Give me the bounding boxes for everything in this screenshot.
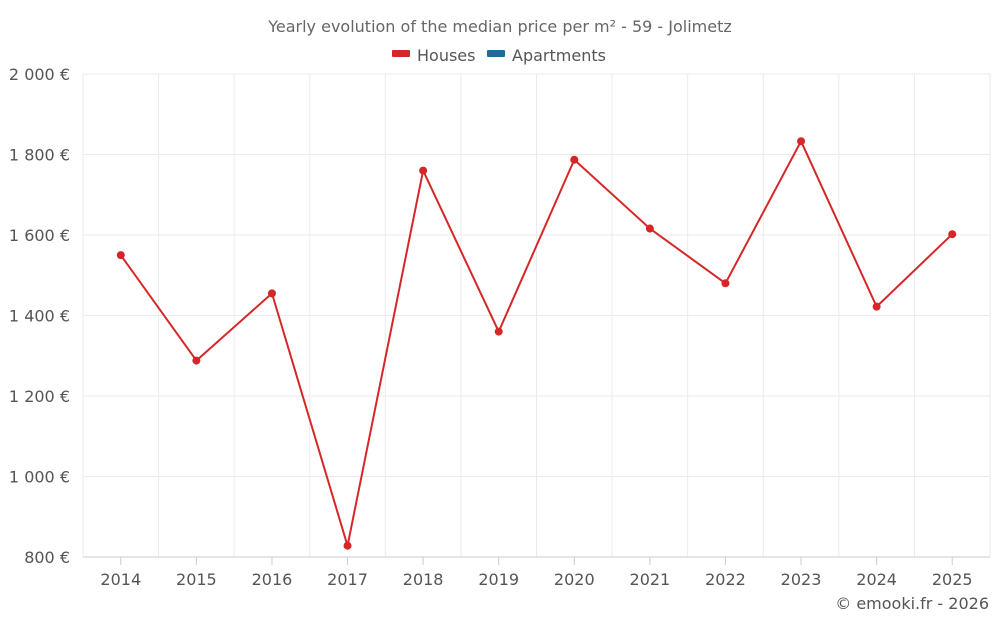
data-point-houses[interactable]: [116, 251, 125, 260]
y-tick-label: 1 600 €: [9, 226, 70, 245]
data-point-houses[interactable]: [948, 230, 957, 239]
x-tick-label: 2014: [100, 570, 141, 589]
x-axis-ticks: 2014 2015 2016 2017 2018 2019 2020 2021 2022 2023…: [100, 557, 973, 589]
x-gridlines: [82, 74, 991, 557]
data-point-houses[interactable]: [494, 327, 503, 336]
x-tick-label: 2025: [932, 570, 973, 589]
series-line-houses: [119, 140, 953, 547]
x-tick-label: 2018: [403, 570, 444, 589]
x-tick-label: 2017: [327, 570, 368, 589]
legend-swatch-houses: [392, 50, 410, 57]
legend-swatch-apartments: [487, 50, 505, 57]
y-tick-label: 2 000 €: [9, 65, 70, 84]
x-tick-label: 2021: [630, 570, 671, 589]
y-tick-label: 800 €: [24, 548, 70, 567]
x-tick-label: 2024: [856, 570, 897, 589]
data-point-houses[interactable]: [570, 155, 579, 164]
legend-item-houses[interactable]: Houses: [392, 46, 475, 65]
x-tick-label: 2016: [252, 570, 293, 589]
y-tick-label: 1 200 €: [9, 387, 70, 406]
data-point-houses[interactable]: [419, 166, 428, 175]
x-tick-label: 2022: [705, 570, 746, 589]
x-tick-label: 2023: [781, 570, 822, 589]
legend-item-apartments[interactable]: Apartments: [487, 46, 606, 65]
data-point-houses[interactable]: [797, 137, 806, 146]
data-point-houses[interactable]: [721, 279, 730, 288]
x-tick-label: 2020: [554, 570, 595, 589]
data-point-houses[interactable]: [872, 302, 881, 311]
data-point-houses[interactable]: [192, 356, 201, 365]
y-tick-label: 1 000 €: [9, 468, 70, 487]
data-point-houses[interactable]: [267, 289, 276, 298]
chart-title: Yearly evolution of the median price per…: [267, 17, 732, 36]
data-point-houses[interactable]: [343, 541, 352, 550]
series-layer: [116, 137, 957, 550]
y-tick-label: 1 800 €: [9, 146, 70, 165]
legend-label-apartments: Apartments: [512, 46, 606, 65]
legend-label-houses: Houses: [417, 46, 475, 65]
legend: Houses Apartments: [392, 46, 606, 65]
y-tick-label: 1 400 €: [9, 307, 70, 326]
y-axis-ticks: 800 € 1 000 € 1 200 € 1 400 € 1 600 € 1 800 €…: [9, 65, 70, 567]
data-point-houses[interactable]: [645, 224, 654, 233]
x-tick-label: 2015: [176, 570, 217, 589]
credit-text: © emooki.fr - 2026: [835, 594, 989, 613]
x-tick-label: 2019: [478, 570, 519, 589]
